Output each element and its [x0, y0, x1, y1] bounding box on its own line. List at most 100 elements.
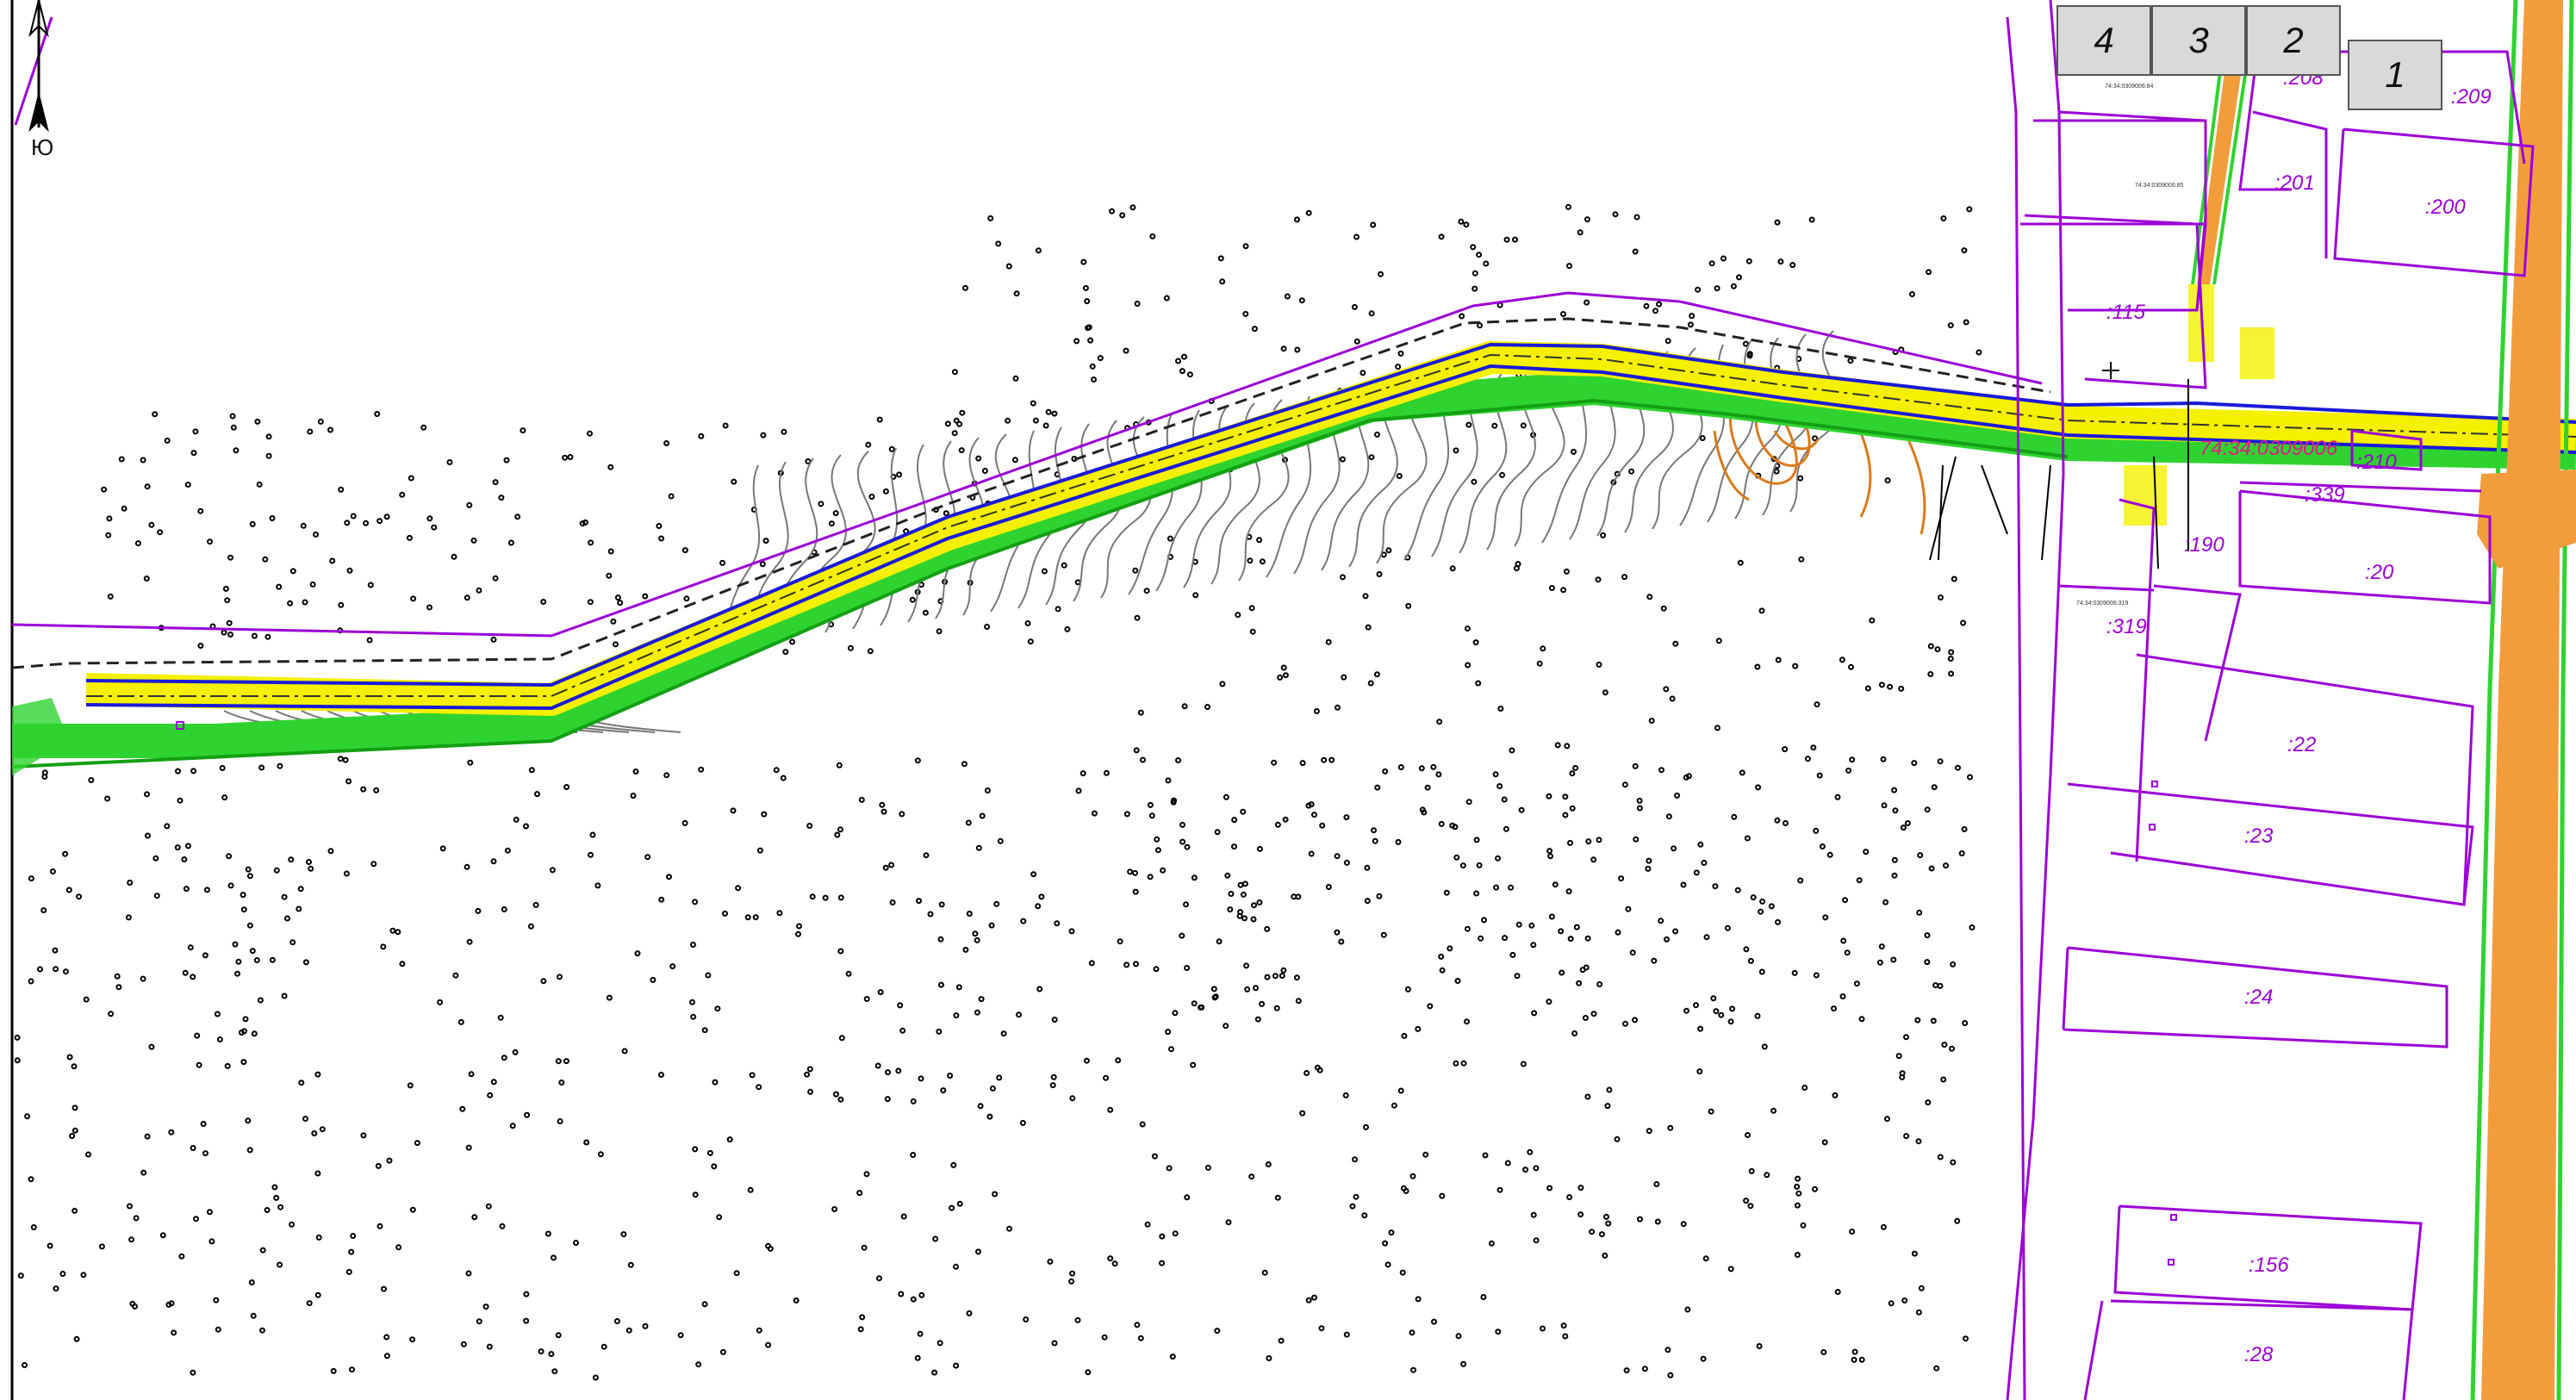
survey-point [1085, 325, 1092, 332]
survey-point [538, 1348, 544, 1355]
survey-point [1085, 1369, 1092, 1376]
survey-point [1274, 821, 1281, 828]
survey-point [1160, 867, 1167, 874]
survey-point [898, 1291, 905, 1297]
survey-point [909, 596, 916, 603]
survey-point [804, 1071, 811, 1078]
survey-point [287, 600, 294, 607]
survey-point [1512, 236, 1518, 243]
sheet-tab-3[interactable]: 3 [2151, 5, 2246, 76]
survey-point [789, 638, 796, 645]
survey-point [1656, 301, 1663, 308]
survey-point [1660, 605, 1667, 612]
survey-point [174, 844, 181, 851]
survey-point [1068, 928, 1075, 935]
survey-point [865, 441, 872, 448]
survey-point [300, 522, 307, 529]
survey-point [1878, 681, 1885, 688]
survey-point [128, 1236, 134, 1243]
sheet-tab-4[interactable]: 4 [2056, 5, 2151, 76]
survey-point [1181, 703, 1188, 710]
road-green-edge [11, 398, 2069, 768]
survey-point [240, 892, 246, 899]
survey-point [178, 1253, 185, 1260]
survey-point [765, 1341, 772, 1348]
survey-point [1499, 471, 1506, 478]
survey-point [143, 576, 150, 582]
survey-point [1064, 625, 1071, 632]
survey-point [555, 1058, 562, 1065]
survey-point [644, 854, 651, 861]
survey-point [1515, 921, 1522, 928]
survey-point [1888, 1300, 1895, 1307]
survey-point [1278, 1337, 1285, 1344]
survey-point [1084, 298, 1091, 305]
survey-point [1812, 435, 1819, 442]
survey-point [953, 417, 960, 424]
survey-point [1898, 685, 1905, 692]
survey-point [1590, 856, 1597, 863]
survey-point [254, 418, 261, 425]
survey-point [306, 1300, 313, 1307]
survey-point [1495, 1328, 1502, 1335]
survey-point [1595, 576, 1602, 583]
survey-point [1473, 890, 1480, 897]
survey-point [1615, 929, 1621, 936]
survey-point [1789, 262, 1796, 269]
survey-point [1186, 371, 1193, 378]
survey-point [1774, 219, 1781, 226]
survey-point [1465, 662, 1472, 669]
survey-point [1241, 915, 1248, 922]
survey-point [1264, 974, 1271, 980]
contour-line [1128, 413, 1174, 595]
survey-point [330, 1367, 337, 1374]
survey-point [1361, 1212, 1368, 1219]
survey-point [1548, 585, 1555, 591]
survey-point [475, 907, 482, 914]
survey-point [1030, 400, 1036, 407]
survey-point [588, 851, 594, 858]
survey-point [1547, 853, 1554, 860]
survey-point [1353, 233, 1360, 240]
survey-point [1224, 872, 1231, 879]
road-blue-edge-bottom [85, 364, 2576, 711]
survey-point [1430, 763, 1437, 770]
survey-point [621, 1048, 628, 1055]
survey-point [288, 856, 295, 863]
survey-point [1600, 532, 1607, 538]
survey-point [781, 428, 787, 435]
right-of-way-boundary [11, 291, 2043, 638]
survey-point [1280, 345, 1287, 352]
survey-point [1636, 797, 1643, 804]
survey-point [1658, 918, 1664, 924]
survey-point [1552, 881, 1559, 888]
sheet-tab-2[interactable]: 2 [2246, 5, 2341, 76]
survey-point [1352, 1156, 1358, 1163]
survey-point [1832, 1092, 1839, 1098]
survey-point [85, 1151, 91, 1158]
survey-point [230, 424, 237, 431]
survey-point [597, 1151, 604, 1158]
survey-point [1515, 561, 1521, 568]
survey-point [168, 1129, 175, 1136]
survey-point [108, 1011, 115, 1017]
survey-point [241, 1028, 248, 1035]
survey-point [1540, 645, 1546, 652]
survey-point [1282, 816, 1289, 823]
survey-point [1372, 837, 1378, 844]
survey-point [1294, 216, 1300, 223]
survey-point [302, 1116, 308, 1122]
dashed-boundary [11, 317, 2051, 669]
survey-point [1334, 853, 1341, 860]
survey-point [1069, 1095, 1076, 1102]
survey-point [1459, 862, 1466, 869]
survey-point [37, 966, 43, 973]
survey-point [1308, 801, 1315, 808]
survey-point [1808, 216, 1815, 223]
survey-point [1395, 364, 1402, 370]
yellow-patch-3 [2240, 327, 2274, 379]
survey-point [831, 1206, 838, 1212]
survey-point [587, 599, 594, 606]
sheet-tab-1[interactable]: 1 [2348, 40, 2442, 110]
